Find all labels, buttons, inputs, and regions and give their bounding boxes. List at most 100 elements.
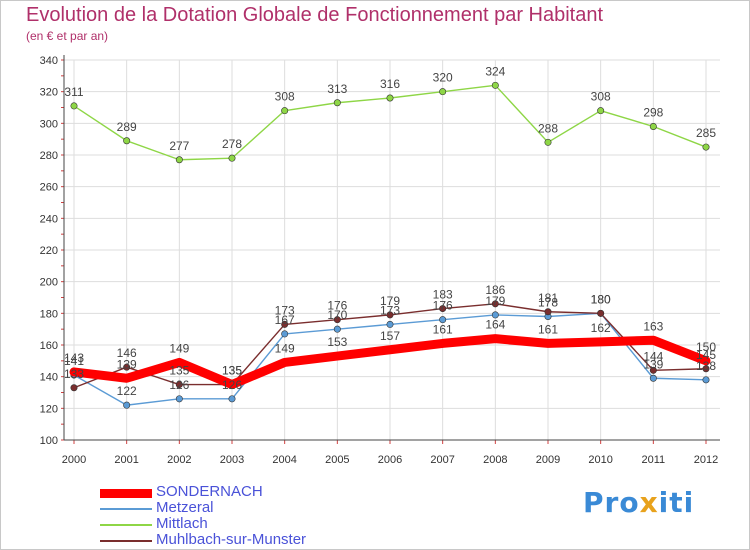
data-label: 135 (222, 364, 242, 378)
data-point (228, 395, 236, 403)
data-label: 139 (643, 357, 663, 371)
data-point (386, 320, 394, 328)
data-label: 135 (222, 364, 242, 378)
x-tick-label: 2002 (167, 454, 191, 466)
legend-label: Muhlbach-sur-Munster (156, 531, 307, 548)
data-point (175, 381, 183, 389)
data-label: 150 (696, 340, 716, 354)
y-tick-label: 340 (40, 55, 58, 67)
legend-label: Mittlach (156, 515, 208, 532)
x-tick-label: 2005 (325, 454, 349, 466)
data-point (333, 99, 341, 107)
x-tick-label: 2006 (378, 454, 402, 466)
x-tick-label: 2000 (62, 454, 86, 466)
data-point (281, 320, 289, 328)
legend-swatch (100, 540, 152, 542)
x-tick-label: 2003 (220, 454, 244, 466)
data-label: 178 (538, 296, 558, 310)
data-label: 316 (380, 77, 400, 91)
data-label: 289 (117, 120, 137, 134)
data-point (123, 363, 131, 371)
data-label: 311 (64, 85, 83, 99)
data-label: 308 (275, 90, 295, 104)
data-label: 324 (485, 64, 505, 78)
data-point (649, 123, 657, 131)
data-point (386, 311, 394, 319)
data-point (439, 305, 447, 313)
data-label: 145 (696, 348, 716, 362)
data-label: 186 (485, 283, 505, 297)
data-labels: 311 289 277 278 308 313 316 320 324 288 308 298 285 1… (64, 64, 716, 398)
data-label: 308 (591, 90, 611, 104)
data-label: 157 (380, 329, 400, 343)
legend-swatch (100, 488, 152, 498)
y-tick-label: 300 (40, 118, 58, 130)
y-tick-label: 140 (40, 372, 58, 384)
data-label: 173 (380, 303, 400, 317)
data-point (281, 330, 289, 338)
data-label: 139 (117, 357, 137, 371)
data-point (702, 365, 710, 373)
data-point (702, 143, 710, 151)
data-point (649, 374, 657, 382)
data-point (70, 102, 78, 110)
data-label: 146 (117, 346, 137, 360)
data-label: 161 (538, 322, 558, 336)
y-tick-label: 160 (40, 340, 58, 352)
data-label: 277 (169, 139, 189, 153)
data-label: 176 (327, 299, 347, 313)
data-point (175, 395, 183, 403)
data-point (702, 376, 710, 384)
data-label: 173 (275, 303, 295, 317)
data-label: 285 (696, 126, 716, 140)
data-point (123, 137, 131, 145)
data-label: 298 (643, 106, 663, 120)
x-tick-label: 2001 (114, 454, 138, 466)
data-label: 181 (538, 291, 558, 305)
data-label: 288 (538, 121, 558, 135)
data-point (333, 325, 341, 333)
data-point (597, 107, 605, 115)
legend-swatch (100, 524, 152, 526)
data-point (228, 154, 236, 162)
data-point (649, 366, 657, 374)
data-label: 143 (64, 351, 84, 365)
data-label: 176 (433, 299, 453, 313)
data-label: 278 (222, 137, 242, 151)
data-point (333, 316, 341, 324)
data-point (439, 88, 447, 96)
proxiti-logo: Proxiti (583, 486, 695, 519)
chart-title: Evolution de la Dotation Globale de Fonc… (26, 4, 604, 26)
chart-subtitle: (en € et par an) (26, 29, 109, 43)
line-chart: 100 120 140 160 180 200 220 240 260 280 300 320 340 2… (40, 55, 720, 466)
data-label: 149 (275, 341, 295, 355)
data-label: 138 (696, 359, 716, 373)
data-point (491, 311, 499, 319)
data-label: 122 (117, 384, 137, 398)
data-point (597, 309, 605, 317)
data-point (491, 300, 499, 308)
data-label: 164 (485, 318, 505, 332)
x-tick-label: 2010 (588, 454, 612, 466)
data-label: 133 (64, 367, 84, 381)
x-tick-label: 2012 (694, 454, 718, 466)
data-label: 167 (275, 313, 295, 327)
data-point (544, 138, 552, 146)
x-tick-label: 2009 (536, 454, 560, 466)
y-tick-label: 120 (40, 403, 58, 415)
axes: 100 120 140 160 180 200 220 240 260 280 300 320 340 2… (40, 55, 720, 466)
data-point (123, 401, 131, 409)
data-point (70, 384, 78, 392)
y-tick-label: 260 (40, 182, 58, 194)
legend-swatch (100, 508, 152, 510)
data-label: 141 (64, 354, 84, 368)
x-tick-label: 2007 (430, 454, 454, 466)
data-label: 144 (643, 349, 663, 363)
data-point (491, 81, 499, 89)
y-tick-label: 220 (40, 245, 58, 257)
data-point (281, 107, 289, 115)
data-label: 126 (169, 378, 189, 392)
data-label: 179 (485, 294, 505, 308)
data-label: 149 (169, 341, 189, 355)
data-label: 161 (433, 322, 453, 336)
